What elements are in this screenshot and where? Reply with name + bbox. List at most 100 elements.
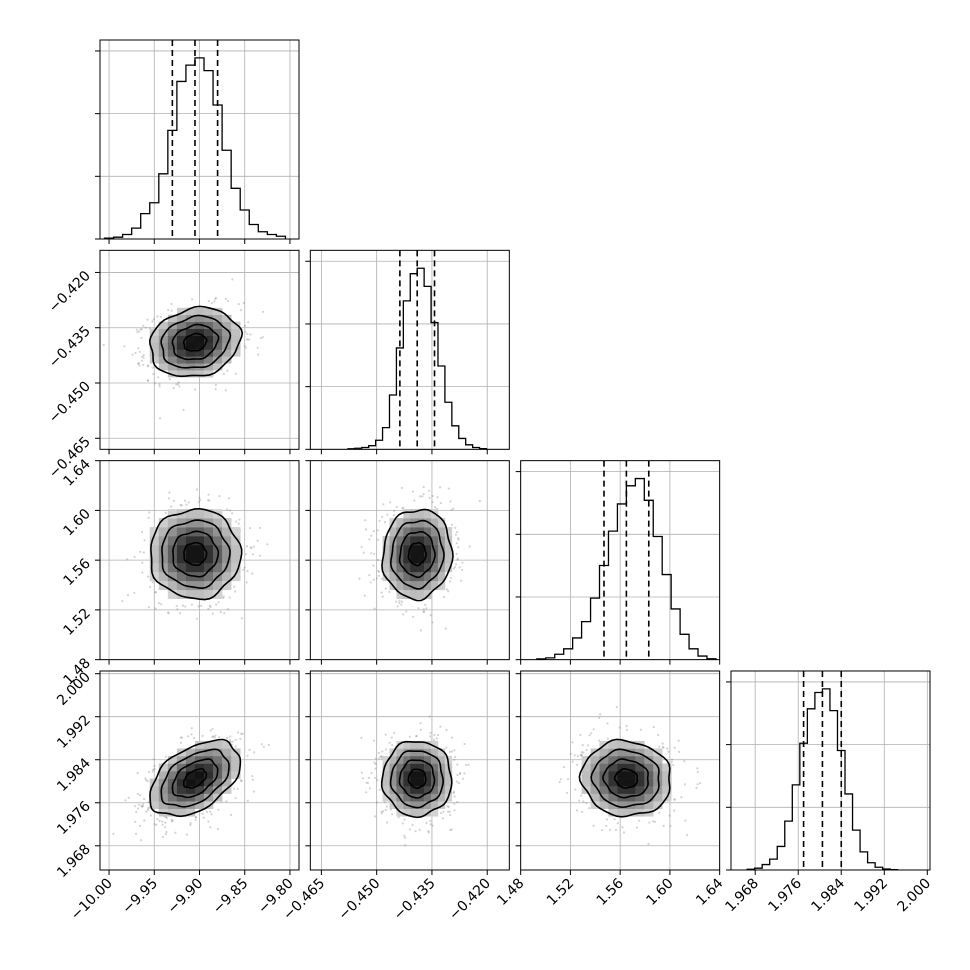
sample-point <box>431 500 434 504</box>
sample-point <box>164 826 167 829</box>
sample-point <box>211 736 214 739</box>
sample-point <box>201 812 204 815</box>
x-tick-label: −0.435 <box>391 876 439 924</box>
density-cell <box>608 755 618 764</box>
density-cell <box>644 763 654 772</box>
sample-point <box>152 318 155 321</box>
sample-point <box>680 796 683 799</box>
density-cell <box>222 763 232 772</box>
sample-point <box>252 790 255 793</box>
density-cell <box>396 763 404 772</box>
density-cell <box>437 527 446 537</box>
sample-point <box>456 557 459 560</box>
sample-point <box>388 590 391 594</box>
sample-point <box>181 604 184 607</box>
sample-point <box>368 574 371 577</box>
sample-point <box>419 629 422 632</box>
sample-point <box>449 814 452 817</box>
sample-point <box>147 364 150 367</box>
sample-point <box>381 515 384 518</box>
density-cell <box>194 536 205 546</box>
sample-point <box>433 738 436 742</box>
density-cell <box>194 793 205 802</box>
sample-point <box>625 724 628 728</box>
density-cell <box>389 755 397 764</box>
density-cell <box>417 580 425 591</box>
density-cell <box>213 518 223 528</box>
density-cell <box>431 801 439 809</box>
density-cell <box>417 589 425 600</box>
sample-point <box>385 821 389 824</box>
sample-point <box>179 736 182 739</box>
sample-point <box>153 768 156 771</box>
density-cell <box>185 349 196 357</box>
density-cell <box>590 771 600 779</box>
density-cell <box>410 808 418 817</box>
sample-point <box>234 372 237 375</box>
sample-point <box>225 800 228 803</box>
sample-point <box>214 734 217 737</box>
contour-line <box>172 530 220 578</box>
density-cell <box>185 580 196 591</box>
sample-point <box>136 772 139 775</box>
sample-point <box>635 826 639 829</box>
density-cell <box>167 356 178 364</box>
density-cell <box>437 755 446 764</box>
sample-point <box>167 497 171 500</box>
sample-point <box>616 822 620 825</box>
sample-point <box>381 595 384 598</box>
sample-point <box>653 820 657 823</box>
density-cell <box>185 571 196 582</box>
density-cell <box>410 801 418 809</box>
sample-point <box>235 520 238 523</box>
x-tick-label: 1.992 <box>851 876 891 916</box>
density-cell <box>617 778 627 787</box>
sample-point <box>431 494 434 498</box>
density-cell <box>626 786 636 794</box>
sample-point <box>427 831 430 834</box>
sample-point <box>455 780 459 783</box>
density-cell <box>222 786 232 794</box>
density-cell <box>222 314 232 322</box>
density-cell <box>204 801 214 809</box>
sample-point <box>170 505 173 508</box>
density-cell <box>194 509 205 519</box>
density-cell <box>213 748 223 757</box>
sample-point <box>244 346 247 349</box>
sample-point <box>140 839 143 842</box>
sample-point <box>454 563 458 566</box>
sample-point <box>144 326 147 329</box>
density-cell <box>424 778 432 787</box>
density-cell <box>176 589 187 600</box>
density-cell <box>644 786 654 794</box>
sample-point <box>441 817 444 820</box>
sample-point <box>606 737 610 740</box>
sample-point <box>141 571 144 574</box>
sample-point <box>187 501 190 504</box>
density-cell <box>194 328 205 336</box>
sample-point <box>625 728 629 732</box>
density-cell <box>149 553 160 564</box>
sample-point <box>449 828 452 832</box>
sample-point <box>579 733 582 737</box>
density-cell <box>382 793 390 802</box>
x-tick-label: −9.95 <box>119 876 161 918</box>
density-cell <box>176 356 187 364</box>
density-cell <box>437 748 446 757</box>
density-cell <box>176 553 187 564</box>
density-cell <box>424 589 432 600</box>
density-cell <box>213 356 223 364</box>
sample-point <box>377 570 380 573</box>
density-cell <box>635 778 645 787</box>
sample-point <box>241 732 244 735</box>
sample-point <box>200 604 203 607</box>
density-cell <box>231 571 241 582</box>
sample-point <box>126 594 130 597</box>
density-cell <box>213 307 223 316</box>
y-tick-label: 1.968 <box>54 841 94 881</box>
sample-point <box>384 733 387 736</box>
sample-point <box>124 799 127 802</box>
density-cell <box>158 801 169 809</box>
sample-point <box>247 338 251 341</box>
sample-point <box>245 545 249 548</box>
